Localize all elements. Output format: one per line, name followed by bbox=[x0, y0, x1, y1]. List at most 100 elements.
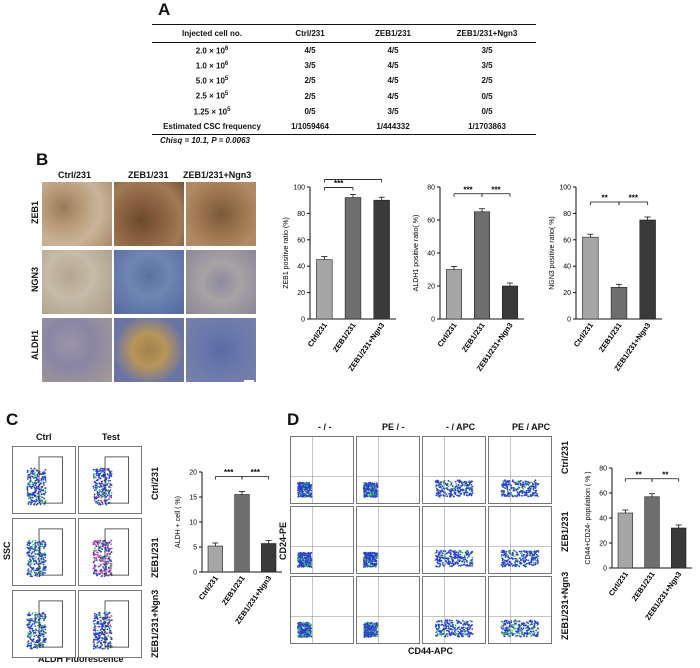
y-axis-title: ALDH + cell ( %) bbox=[175, 496, 182, 548]
ihc-tissue-image bbox=[42, 318, 112, 382]
cell-count-exponent: 5 bbox=[224, 91, 229, 98]
cell-count-value: 1.0 × 10 bbox=[195, 61, 225, 71]
table-cell: 1/1703863 bbox=[468, 122, 506, 132]
table-cell: 4/5 bbox=[387, 46, 399, 56]
table-row: 2.5 × 105 2/5 4/5 0/5 bbox=[152, 89, 536, 104]
panel-d-label: D bbox=[287, 410, 300, 429]
chisq-stat: Chisq = 10.1, P = 0.0063 bbox=[160, 136, 250, 145]
chart-zeb1-ratio: 0 20 40 60 80 100 ZEB1 positive ratio (%) Ctrl/… bbox=[283, 175, 396, 373]
table-cell: 4/5 bbox=[304, 46, 316, 56]
y-tick-label: 0 bbox=[431, 317, 435, 324]
y-tick-label: 0 bbox=[193, 570, 197, 577]
y-axis-title: NGN3 positive ratio( %) bbox=[549, 216, 556, 290]
ihc-tissue-image bbox=[186, 318, 256, 382]
x-tick-label: Ctrl/231 bbox=[607, 570, 630, 598]
y-tick-label: 60 bbox=[599, 491, 607, 498]
scale-bar bbox=[244, 380, 254, 382]
panel-c-label: C bbox=[6, 410, 19, 429]
flow-col-label: - / APC bbox=[446, 422, 476, 432]
flow-plot bbox=[488, 436, 552, 504]
flow-plot bbox=[356, 506, 420, 574]
bar bbox=[261, 543, 277, 573]
table-cell: 0/5 bbox=[481, 91, 493, 101]
flow-plot bbox=[422, 506, 486, 574]
flow-plot bbox=[488, 506, 552, 574]
y-tick-label: 5 bbox=[193, 545, 197, 552]
chart-aldh1-ratio: 0 20 40 60 80 ALDH1 positive ratio( %) Ctrl/23… bbox=[413, 185, 524, 373]
ihc-tissue-image bbox=[114, 250, 184, 314]
y-axis-title: ALDH1 positive ratio( %) bbox=[413, 215, 420, 292]
significance-label: *** bbox=[348, 175, 358, 180]
x-tick-label: Ctrl/231 bbox=[197, 574, 220, 602]
flow-plot bbox=[12, 446, 76, 514]
ihc-tissue-image bbox=[114, 318, 184, 382]
cell-count-exponent: 6 bbox=[224, 45, 229, 52]
bar bbox=[316, 259, 333, 320]
flow-row-label: ZEB1/231 bbox=[150, 537, 160, 578]
table-cell: 4/5 bbox=[387, 91, 399, 101]
y-tick-label: 20 bbox=[189, 470, 197, 477]
flow-plot bbox=[422, 576, 486, 644]
bar bbox=[502, 285, 519, 320]
ihc-row-label: ZEB1 bbox=[30, 200, 40, 224]
cell-count-value: 1.25 × 10 bbox=[193, 107, 228, 117]
y-tick-label: 20 bbox=[563, 290, 571, 297]
y-tick-label: 40 bbox=[427, 251, 435, 258]
flow-plot bbox=[488, 576, 552, 644]
y-tick-label: 60 bbox=[297, 237, 305, 244]
cell-count-value: 2.0 × 10 bbox=[195, 46, 225, 56]
y-tick-label: 100 bbox=[559, 185, 571, 192]
table-cell: 3/5 bbox=[481, 46, 493, 56]
table-cell: 1/444332 bbox=[376, 122, 410, 132]
table-cell: 4/5 bbox=[387, 76, 399, 86]
y-tick-label: 80 bbox=[563, 211, 571, 218]
flow-row-label: Ctrl/231 bbox=[150, 466, 160, 500]
flow-col-label: Ctrl bbox=[36, 432, 52, 442]
table-header-cell: ZEB1/231+Ngn3 bbox=[456, 29, 518, 38]
y-tick-label: 15 bbox=[189, 495, 197, 502]
y-tick-label: 80 bbox=[427, 185, 435, 192]
x-tick-label: ZEB1/231 bbox=[630, 570, 657, 603]
bar bbox=[234, 494, 250, 573]
table-cell: Estimated CSC frequency bbox=[163, 122, 261, 132]
flow-plot bbox=[12, 518, 76, 586]
table-cell: 2.0 × 106 bbox=[152, 46, 272, 56]
cell-count-exponent: 5 bbox=[227, 106, 231, 113]
flow-plot bbox=[422, 436, 486, 504]
y-tick-label: 40 bbox=[563, 264, 571, 271]
table-row-frequency: Estimated CSC frequency 1/1059464 1/4443… bbox=[152, 119, 536, 136]
y-tick-label: 40 bbox=[599, 516, 607, 523]
y-axis-title: ZEB1 positive ratio (%) bbox=[283, 217, 290, 289]
table-cell: 3/5 bbox=[304, 61, 316, 71]
ihc-row-label: NGN3 bbox=[30, 266, 40, 292]
bar bbox=[671, 527, 687, 569]
cell-count-value: 5.0 × 10 bbox=[195, 76, 225, 86]
bar bbox=[639, 219, 656, 320]
cell-count-value: 2.5 × 10 bbox=[195, 91, 225, 101]
chart-cd44-population: 0 20 40 60 80 CD44+CD24- population ( % ) Ctrl… bbox=[585, 466, 692, 622]
table-cell: 3/5 bbox=[387, 106, 399, 116]
y-tick-label: 0 bbox=[603, 566, 607, 573]
significance-label: *** bbox=[463, 185, 473, 194]
table-cell: 2/5 bbox=[304, 91, 316, 101]
y-tick-label: 60 bbox=[563, 237, 571, 244]
y-tick-label: 0 bbox=[301, 317, 305, 324]
x-tick-label: ZEB1/231 bbox=[460, 321, 487, 354]
significance-label: *** bbox=[224, 468, 234, 477]
y-tick-label: 80 bbox=[297, 211, 305, 218]
flow-plot bbox=[356, 436, 420, 504]
x-tick-label: Ctrl/231 bbox=[435, 321, 458, 349]
flow-y-axis-label: CD24-PE bbox=[278, 521, 288, 560]
y-tick-label: 10 bbox=[189, 520, 197, 527]
bar bbox=[644, 496, 660, 569]
ihc-tissue-image bbox=[186, 182, 256, 246]
x-tick-label: ZEB1/231 bbox=[220, 574, 247, 607]
ihc-row-label: ALDH1 bbox=[30, 329, 40, 360]
table-cell: 1.25 × 105 bbox=[152, 107, 272, 117]
y-tick-label: 100 bbox=[293, 185, 305, 192]
flow-plot bbox=[78, 590, 142, 658]
ihc-col-label: Ctrl/231 bbox=[58, 170, 92, 180]
table-row: 2.0 × 106 4/5 4/5 3/5 bbox=[152, 43, 536, 58]
bar bbox=[373, 199, 390, 320]
x-tick-label: ZEB1/231 bbox=[331, 321, 358, 354]
